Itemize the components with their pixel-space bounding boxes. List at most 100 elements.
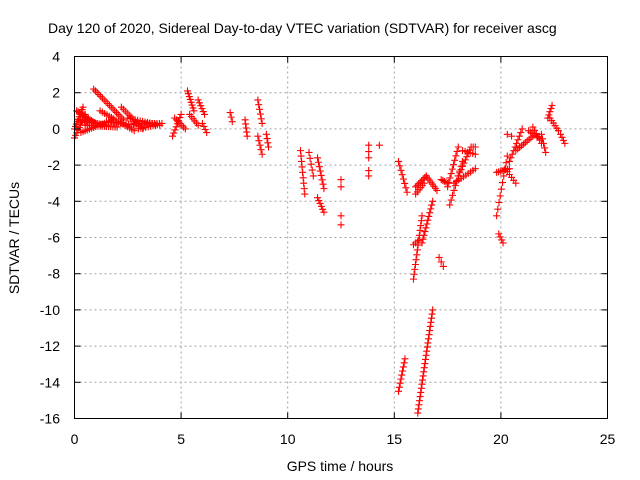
data-point [256,141,264,149]
data-point [541,144,549,152]
data-point [317,171,325,179]
data-point [424,339,432,347]
data-point [254,132,262,140]
y-tick-label: -6 [48,230,61,246]
data-point [395,157,403,165]
data-point [203,129,211,137]
data-point [514,136,522,144]
data-point [199,108,207,116]
data-point [494,205,502,213]
data-point [409,275,417,283]
data-point [439,262,447,270]
data-point [130,127,138,135]
data-point [548,101,556,109]
data-point [503,152,511,160]
data-point [515,132,523,140]
data-point [448,165,456,173]
data-point [416,226,424,234]
data-point [421,360,429,368]
data-point [547,105,555,113]
data-point [420,179,428,187]
data-point [456,169,464,177]
data-point [418,239,426,247]
data-point [451,156,459,164]
data-point [397,166,405,174]
data-point [395,387,403,395]
data-point [513,139,521,147]
data-point [307,160,315,168]
data-point [457,166,465,174]
data-point [402,184,410,192]
y-tick-label: -12 [40,338,60,354]
data-point [256,105,264,113]
data-point [228,118,236,126]
data-point [316,199,324,207]
data-point [418,212,426,220]
data-point [554,127,562,135]
data-point [365,148,373,156]
data-point [254,96,262,104]
data-point [314,194,322,202]
data-point [79,103,87,111]
data-point [195,99,203,107]
data-point [401,355,409,363]
data-point [398,171,406,179]
data-point [414,405,422,413]
y-tick-label: -14 [40,374,60,390]
data-point [305,148,313,156]
data-point [445,178,453,186]
data-point [412,256,420,264]
data-point [365,172,373,180]
data-point [428,201,436,209]
data-point [320,185,328,193]
data-point [417,217,425,225]
data-point [429,306,437,314]
data-point [435,253,443,261]
x-tick-label: 15 [387,431,403,447]
data-point [546,108,554,116]
data-point [257,146,265,154]
data-point [319,180,327,188]
data-point [315,163,323,171]
data-point [495,230,503,238]
data-point [471,143,479,151]
data-point [256,110,264,118]
data-point [453,147,461,155]
data-point [397,375,405,383]
data-point [497,185,505,193]
data-point [413,246,421,254]
data-point [396,379,404,387]
data-point [399,175,407,183]
data-point [337,176,345,184]
chart-title: Day 120 of 2020, Sidereal Day-to-day VTE… [48,20,557,36]
data-point [428,310,436,318]
data-point [493,212,501,220]
data-point [426,327,434,335]
data-point [529,123,537,131]
data-points [71,85,569,417]
data-point [113,123,121,131]
data-point [429,197,437,205]
data-point [399,367,407,375]
data-point [414,237,422,245]
data-point [424,216,432,224]
data-point [437,258,445,266]
data-point [416,393,424,401]
data-point [426,209,434,217]
data-point [263,135,271,143]
data-point [200,122,208,130]
data-point [158,119,166,127]
data-point [459,162,467,170]
data-point [557,130,565,138]
data-point [265,143,273,151]
data-point [227,113,235,121]
data-point [401,179,409,187]
data-point [171,126,179,134]
y-tick-label: 4 [52,49,60,65]
data-point [508,150,516,158]
data-point [417,388,425,396]
data-point [444,183,452,191]
y-tick-label: -16 [40,411,60,427]
data-point [461,156,469,164]
